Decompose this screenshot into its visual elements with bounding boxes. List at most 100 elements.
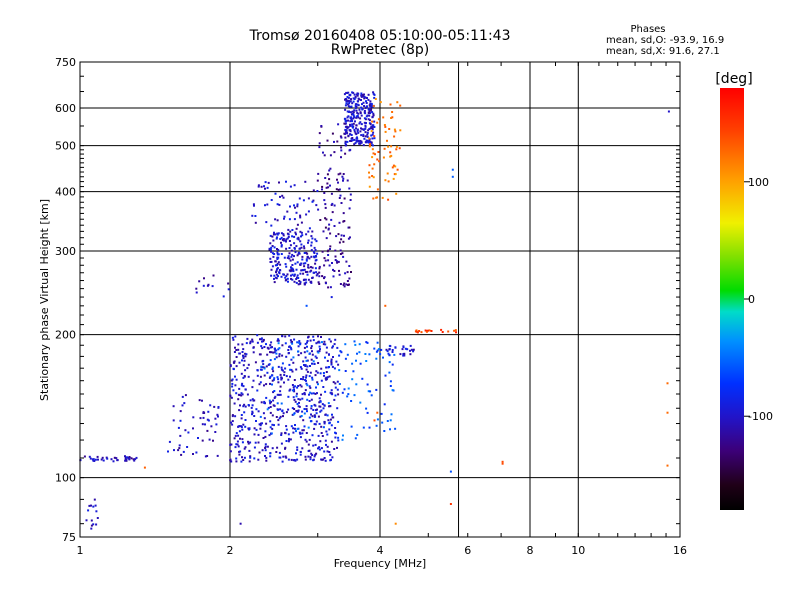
echo-point: [272, 233, 275, 236]
echo-point: [88, 455, 91, 458]
echo-point: [310, 255, 313, 258]
echo-point: [322, 230, 325, 233]
echo-point: [265, 396, 268, 399]
echo-point: [257, 184, 260, 187]
echo-point: [192, 427, 194, 430]
echo-point: [276, 446, 279, 449]
echo-point: [329, 286, 332, 289]
echo-point: [269, 375, 272, 378]
echo-point: [343, 122, 346, 125]
echo-point: [359, 130, 362, 133]
echo-point: [291, 273, 294, 276]
echo-point: [359, 401, 362, 404]
echo-point: [312, 250, 315, 253]
echo-point: [330, 204, 333, 206]
echo-point: [369, 102, 372, 105]
echo-point: [325, 351, 328, 354]
echo-point: [285, 278, 288, 281]
echo-point: [271, 423, 274, 426]
echo-point: [300, 269, 303, 272]
echo-point: [316, 272, 319, 275]
echo-point: [355, 109, 358, 112]
echo-point: [382, 156, 385, 159]
echo-point: [284, 342, 287, 345]
echo-point: [352, 97, 355, 100]
echo-point: [387, 352, 390, 355]
echo-point: [358, 108, 361, 111]
echo-point: [331, 365, 334, 368]
echo-point: [268, 376, 271, 379]
echo-point: [394, 130, 397, 133]
echo-point: [271, 346, 273, 349]
echo-point: [318, 341, 321, 344]
echo-point: [241, 441, 244, 444]
echo-point: [290, 267, 293, 269]
echo-point: [372, 197, 375, 200]
echo-point: [359, 142, 362, 145]
echo-point: [404, 347, 407, 350]
echo-point: [116, 459, 119, 462]
echo-point: [309, 456, 312, 459]
echo-point: [326, 450, 329, 453]
echo-point: [292, 396, 295, 399]
echo-point: [320, 367, 323, 370]
echo-point: [199, 417, 202, 420]
echo-point: [327, 228, 330, 231]
echo-point: [294, 427, 296, 430]
echo-point: [348, 94, 351, 96]
echo-point: [406, 348, 409, 351]
echo-point: [364, 353, 367, 355]
echo-point: [327, 254, 330, 256]
echo-point: [337, 439, 340, 442]
echo-point: [264, 435, 267, 438]
echo-point: [391, 389, 394, 392]
echo-point: [373, 135, 376, 138]
echo-point: [362, 101, 365, 104]
echo-point: [344, 357, 347, 360]
echo-point: [293, 274, 296, 277]
echo-point: [339, 194, 342, 197]
echo-point: [242, 364, 245, 367]
echo-point: [253, 457, 256, 460]
echo-point: [202, 284, 205, 287]
echo-point: [337, 233, 340, 236]
echo-point: [282, 196, 285, 199]
echo-point: [335, 235, 338, 238]
echo-point: [307, 278, 310, 281]
echo-point: [238, 409, 241, 412]
echo-point: [317, 383, 319, 386]
echo-point: [301, 393, 304, 396]
echo-point: [287, 352, 290, 355]
echo-point: [315, 452, 318, 455]
echo-point: [311, 350, 313, 353]
echo-point: [362, 133, 365, 136]
echo-point: [247, 363, 250, 366]
echo-point: [242, 357, 245, 359]
echo-point: [338, 197, 341, 199]
echo-point: [106, 457, 109, 460]
echo-point: [349, 133, 352, 136]
echo-point: [247, 427, 250, 430]
echo-point: [231, 378, 234, 381]
echo-point: [258, 451, 261, 454]
echo-point: [246, 337, 249, 340]
echo-point: [267, 181, 270, 184]
echo-point: [328, 169, 331, 172]
echo-point: [349, 129, 352, 131]
echo-point: [296, 446, 299, 449]
echo-point: [306, 410, 308, 413]
echo-point: [286, 237, 289, 240]
echo-point: [236, 440, 239, 443]
echo-point: [235, 365, 238, 368]
echo-point: [222, 295, 225, 298]
echo-point: [241, 351, 244, 353]
echo-point: [318, 267, 321, 270]
echo-point: [298, 431, 301, 434]
echo-point: [270, 432, 273, 435]
echo-point: [310, 249, 313, 252]
echo-point: [293, 398, 296, 401]
echo-point: [358, 142, 361, 145]
echo-point: [309, 386, 312, 389]
echo-point: [359, 117, 362, 120]
echo-point: [273, 277, 275, 280]
